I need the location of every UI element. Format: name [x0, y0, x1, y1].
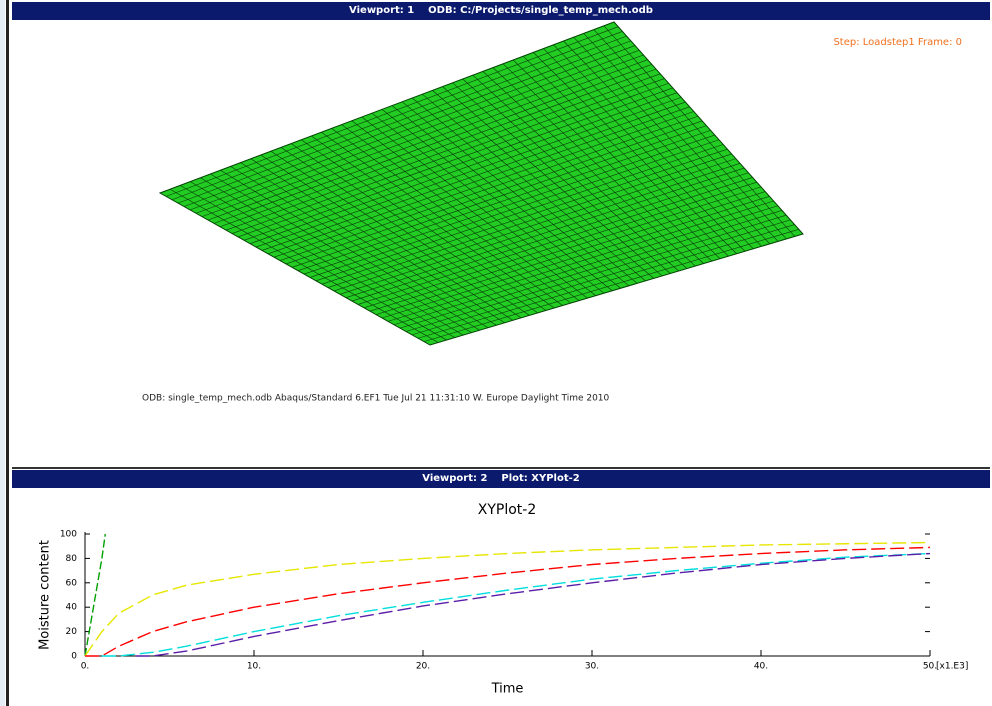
- series-line: [136, 554, 930, 656]
- chart-title: XYPlot-2: [478, 502, 537, 518]
- abaqus-viewports: Viewport: 1 ODB: C:/Projects/single_temp…: [0, 0, 992, 706]
- y-tick-label: 20: [66, 627, 78, 637]
- y-tick-label: 60: [66, 578, 78, 588]
- x-tick-label: 10.: [247, 662, 261, 672]
- x-tick-label: 30.: [585, 662, 599, 672]
- step-label: Step: Loadstep1 Frame: 0: [833, 37, 962, 48]
- x-tick-label: 0.: [81, 662, 90, 672]
- mesh-plate: [160, 22, 803, 345]
- y-tick-label: 40: [66, 603, 78, 613]
- x-tick-label: 40.: [754, 662, 768, 672]
- x-multiplier: [x1.E3]: [936, 662, 968, 672]
- series-line: [85, 547, 930, 656]
- x-tick-label: 20.: [416, 662, 430, 672]
- y-axis-label: Moisture content: [38, 540, 53, 650]
- xy-plot: XYPlot-2 0 20 40 60 80 100 0. 10. 20. 30. 40. 50.[x1…: [38, 502, 969, 697]
- odb-info: ODB: single_temp_mech.odb Abaqus/Standar…: [142, 394, 610, 404]
- series-line: [85, 534, 105, 656]
- y-tick-label: 80: [66, 554, 78, 564]
- y-tick-label: 0: [71, 652, 77, 662]
- series-line: [102, 554, 930, 656]
- y-tick-label: 100: [60, 530, 77, 540]
- viewport-canvas: Step: Loadstep1 Frame: 0 ODB: single_tem…: [0, 0, 992, 706]
- x-axis-label: Time: [491, 682, 524, 697]
- x-tick-label: 50.: [923, 662, 937, 672]
